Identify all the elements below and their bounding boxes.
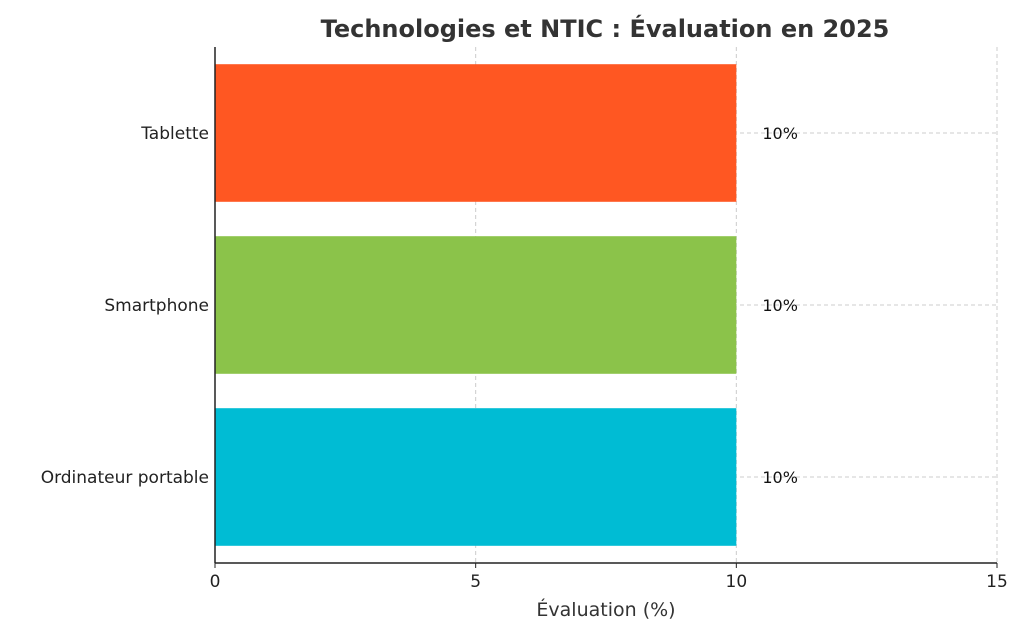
x-tick-label-2: 10 <box>726 572 748 592</box>
x-tick-label-3: 15 <box>986 572 1008 592</box>
category-label-1: Smartphone <box>104 296 209 316</box>
data-label-1: 10% <box>762 296 798 315</box>
category-label-2: Tablette <box>140 124 209 144</box>
bar-0 <box>215 408 737 546</box>
bar-1 <box>215 236 737 374</box>
x-axis-ticks: 0 5 10 15 <box>210 563 1008 592</box>
data-labels: 10% 10% 10% <box>762 124 798 487</box>
y-axis-categories: Ordinateur portable Smartphone Tablette <box>41 124 209 488</box>
x-tick-label-1: 5 <box>470 572 481 592</box>
x-axis-label: Évaluation (%) <box>536 598 675 621</box>
bars <box>215 64 737 546</box>
chart-title: Technologies et NTIC : Évaluation en 202… <box>321 14 890 43</box>
x-tick-label-0: 0 <box>210 572 221 592</box>
axes <box>214 47 997 564</box>
bar-2 <box>215 64 737 202</box>
data-label-0: 10% <box>762 468 798 487</box>
data-label-2: 10% <box>762 124 798 143</box>
category-label-0: Ordinateur portable <box>41 468 209 488</box>
